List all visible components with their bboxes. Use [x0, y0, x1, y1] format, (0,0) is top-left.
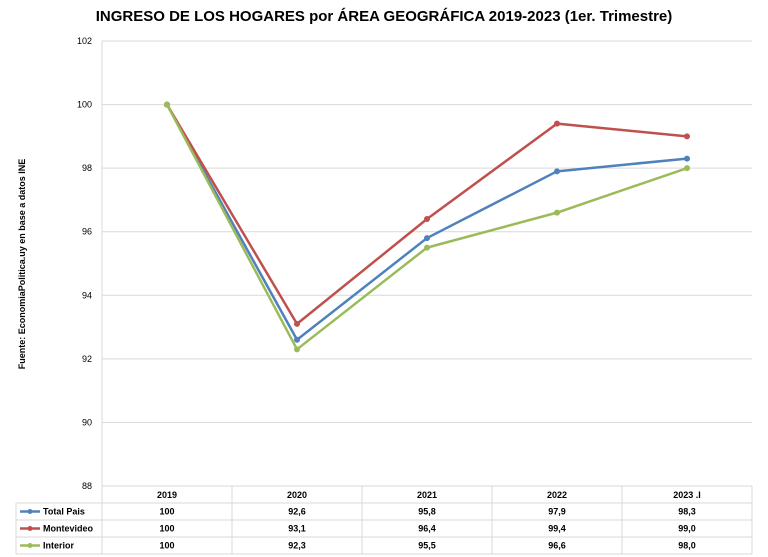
data-point: [294, 346, 300, 353]
y-tick-label: 98: [82, 163, 92, 173]
data-point: [424, 216, 430, 222]
legend-key-marker: [27, 526, 33, 531]
table-value: 98,0: [678, 541, 696, 551]
legend-series-name: Interior: [43, 541, 75, 551]
data-point: [294, 320, 300, 327]
y-tick-label: 96: [82, 227, 92, 237]
data-point: [554, 209, 560, 216]
data-point: [294, 336, 300, 343]
data-point: [424, 235, 430, 242]
table-value: 95,8: [418, 507, 436, 517]
chart-title: INGRESO DE LOS HOGARES por ÁREA GEOGRÁFI…: [95, 8, 673, 25]
y-tick-label: 100: [77, 100, 92, 110]
data-point: [554, 168, 560, 175]
data-point: [684, 155, 690, 162]
x-tick-label: 2023 .I: [673, 490, 701, 500]
table-value: 96,4: [418, 524, 436, 534]
table-value: 92,6: [288, 507, 306, 517]
data-point: [554, 120, 560, 127]
x-tick-label: 2020: [287, 490, 307, 500]
y-tick-label: 94: [82, 290, 92, 300]
table-value: 100: [159, 524, 174, 534]
data-point: [164, 101, 170, 108]
table-value: 99,4: [548, 524, 566, 534]
table-value: 100: [159, 507, 174, 517]
legend-key-marker: [27, 509, 33, 514]
y-tick-label: 92: [82, 354, 92, 364]
table-value: 95,5: [418, 541, 436, 551]
table-value: 100: [159, 541, 174, 551]
y-tick-label: 102: [77, 36, 92, 46]
y-tick-label: 88: [82, 481, 92, 491]
series-line: [165, 103, 688, 326]
data-point: [684, 165, 690, 172]
data-point: [424, 244, 430, 251]
table-value: 96,6: [548, 541, 566, 551]
x-tick-label: 2022: [547, 490, 567, 500]
table-value: 97,9: [548, 507, 566, 517]
table-value: 98,3: [678, 507, 696, 517]
y-tick-label: 90: [82, 417, 92, 427]
x-tick-label: 2019: [157, 490, 177, 500]
table-value: 93,1: [288, 524, 306, 534]
legend-series-name: Total Pais: [43, 507, 85, 517]
legend-key-marker: [27, 543, 33, 548]
data-point: [684, 133, 690, 140]
table-value: 92,3: [288, 541, 306, 551]
series-line: [165, 103, 688, 342]
legend-series-name: Montevideo: [43, 524, 94, 534]
series-line: [165, 103, 688, 351]
table-value: 99,0: [678, 524, 696, 534]
x-tick-label: 2021: [417, 490, 437, 500]
